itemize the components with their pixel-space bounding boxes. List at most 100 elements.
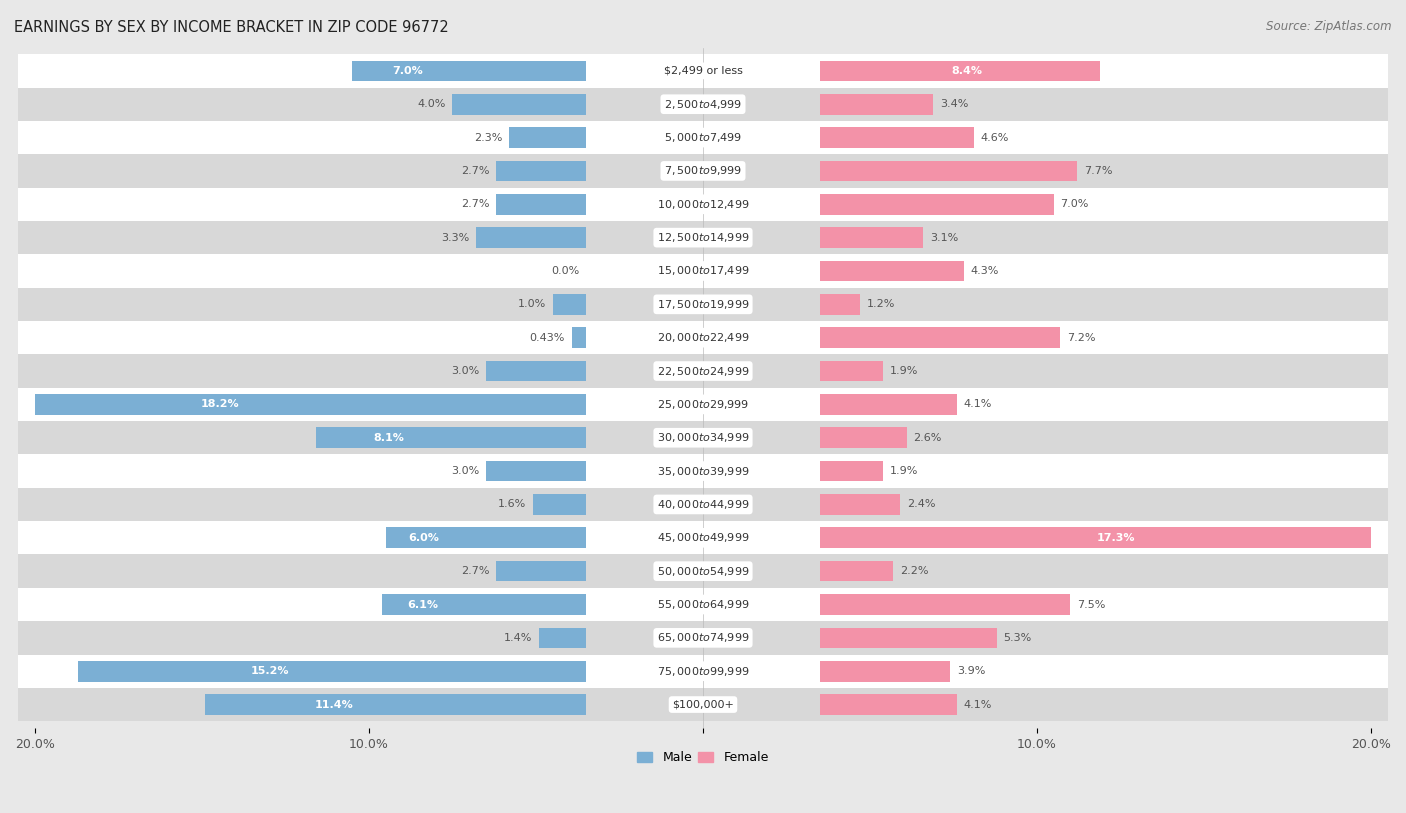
Text: 2.4%: 2.4% — [907, 499, 935, 510]
Bar — [820, 361, 883, 381]
Bar — [18, 54, 1388, 88]
Text: $2,500 to $4,999: $2,500 to $4,999 — [664, 98, 742, 111]
Text: $50,000 to $54,999: $50,000 to $54,999 — [657, 565, 749, 578]
Bar — [79, 661, 586, 681]
Text: 3.9%: 3.9% — [957, 666, 986, 676]
Text: 4.0%: 4.0% — [418, 99, 446, 109]
Text: 17.3%: 17.3% — [1097, 533, 1135, 543]
Text: 2.2%: 2.2% — [900, 566, 928, 576]
Bar — [18, 354, 1388, 388]
Text: $10,000 to $12,499: $10,000 to $12,499 — [657, 198, 749, 211]
Text: 18.2%: 18.2% — [201, 399, 239, 410]
Text: Source: ZipAtlas.com: Source: ZipAtlas.com — [1267, 20, 1392, 33]
Bar — [18, 288, 1388, 321]
Bar — [540, 628, 586, 648]
Text: 3.4%: 3.4% — [941, 99, 969, 109]
Bar — [496, 161, 586, 181]
Bar — [18, 454, 1388, 488]
Text: 7.2%: 7.2% — [1067, 333, 1095, 343]
Text: 7.0%: 7.0% — [1060, 199, 1088, 209]
Bar — [553, 294, 586, 315]
Text: 4.3%: 4.3% — [970, 266, 998, 276]
Text: 2.3%: 2.3% — [474, 133, 502, 142]
Text: 1.9%: 1.9% — [890, 366, 918, 376]
Text: 3.0%: 3.0% — [451, 366, 479, 376]
Bar — [509, 127, 586, 148]
Bar — [18, 588, 1388, 621]
Bar — [496, 194, 586, 215]
Bar — [18, 88, 1388, 121]
Bar — [18, 388, 1388, 421]
Bar — [315, 428, 586, 448]
Bar — [385, 528, 586, 548]
Text: 11.4%: 11.4% — [315, 699, 353, 710]
Bar — [820, 528, 1398, 548]
Text: 4.6%: 4.6% — [980, 133, 1008, 142]
Text: 6.1%: 6.1% — [406, 599, 437, 610]
Text: $15,000 to $17,499: $15,000 to $17,499 — [657, 264, 749, 277]
Text: $55,000 to $64,999: $55,000 to $64,999 — [657, 598, 749, 611]
Text: 8.4%: 8.4% — [952, 66, 983, 76]
Text: 1.9%: 1.9% — [890, 466, 918, 476]
Bar — [18, 321, 1388, 354]
Text: 7.5%: 7.5% — [1077, 599, 1105, 610]
Text: $7,500 to $9,999: $7,500 to $9,999 — [664, 164, 742, 177]
Bar — [18, 654, 1388, 688]
Bar — [496, 561, 586, 581]
Bar — [820, 228, 924, 248]
Legend: Male, Female: Male, Female — [633, 746, 773, 769]
Text: 5.3%: 5.3% — [1004, 633, 1032, 643]
Text: 3.1%: 3.1% — [931, 233, 959, 242]
Text: 4.1%: 4.1% — [963, 699, 991, 710]
Text: $30,000 to $34,999: $30,000 to $34,999 — [657, 431, 749, 444]
Bar — [820, 394, 957, 415]
Bar — [820, 294, 860, 315]
Bar — [820, 428, 907, 448]
Bar — [820, 561, 893, 581]
Bar — [0, 394, 586, 415]
Bar — [572, 328, 586, 348]
Text: $35,000 to $39,999: $35,000 to $39,999 — [657, 464, 749, 477]
Text: 8.1%: 8.1% — [374, 433, 405, 443]
Bar — [820, 93, 934, 115]
Bar — [486, 461, 586, 481]
Text: EARNINGS BY SEX BY INCOME BRACKET IN ZIP CODE 96772: EARNINGS BY SEX BY INCOME BRACKET IN ZIP… — [14, 20, 449, 35]
Bar — [18, 154, 1388, 188]
Bar — [353, 60, 586, 81]
Text: 0.43%: 0.43% — [530, 333, 565, 343]
Text: 1.4%: 1.4% — [505, 633, 533, 643]
Bar — [820, 494, 900, 515]
Bar — [18, 554, 1388, 588]
Text: $25,000 to $29,999: $25,000 to $29,999 — [657, 398, 749, 411]
Bar — [820, 594, 1070, 615]
Text: $17,500 to $19,999: $17,500 to $19,999 — [657, 298, 749, 311]
Bar — [18, 121, 1388, 154]
Bar — [820, 127, 973, 148]
Bar — [820, 328, 1060, 348]
Text: $100,000+: $100,000+ — [672, 699, 734, 710]
Text: 0.0%: 0.0% — [551, 266, 579, 276]
Bar — [18, 221, 1388, 254]
Bar — [205, 694, 586, 715]
Text: $45,000 to $49,999: $45,000 to $49,999 — [657, 532, 749, 544]
Text: $20,000 to $22,499: $20,000 to $22,499 — [657, 331, 749, 344]
Bar — [820, 161, 1077, 181]
Text: $65,000 to $74,999: $65,000 to $74,999 — [657, 632, 749, 645]
Text: 2.7%: 2.7% — [461, 166, 489, 176]
Bar — [486, 361, 586, 381]
Text: $40,000 to $44,999: $40,000 to $44,999 — [657, 498, 749, 511]
Text: 15.2%: 15.2% — [252, 666, 290, 676]
Text: $75,000 to $99,999: $75,000 to $99,999 — [657, 665, 749, 678]
Bar — [382, 594, 586, 615]
Text: 2.7%: 2.7% — [461, 199, 489, 209]
Text: 1.2%: 1.2% — [866, 299, 896, 309]
Bar — [18, 488, 1388, 521]
Text: 3.0%: 3.0% — [451, 466, 479, 476]
Bar — [820, 628, 997, 648]
Text: $12,500 to $14,999: $12,500 to $14,999 — [657, 231, 749, 244]
Bar — [820, 194, 1053, 215]
Bar — [18, 688, 1388, 721]
Bar — [18, 254, 1388, 288]
Bar — [820, 60, 1101, 81]
Bar — [533, 494, 586, 515]
